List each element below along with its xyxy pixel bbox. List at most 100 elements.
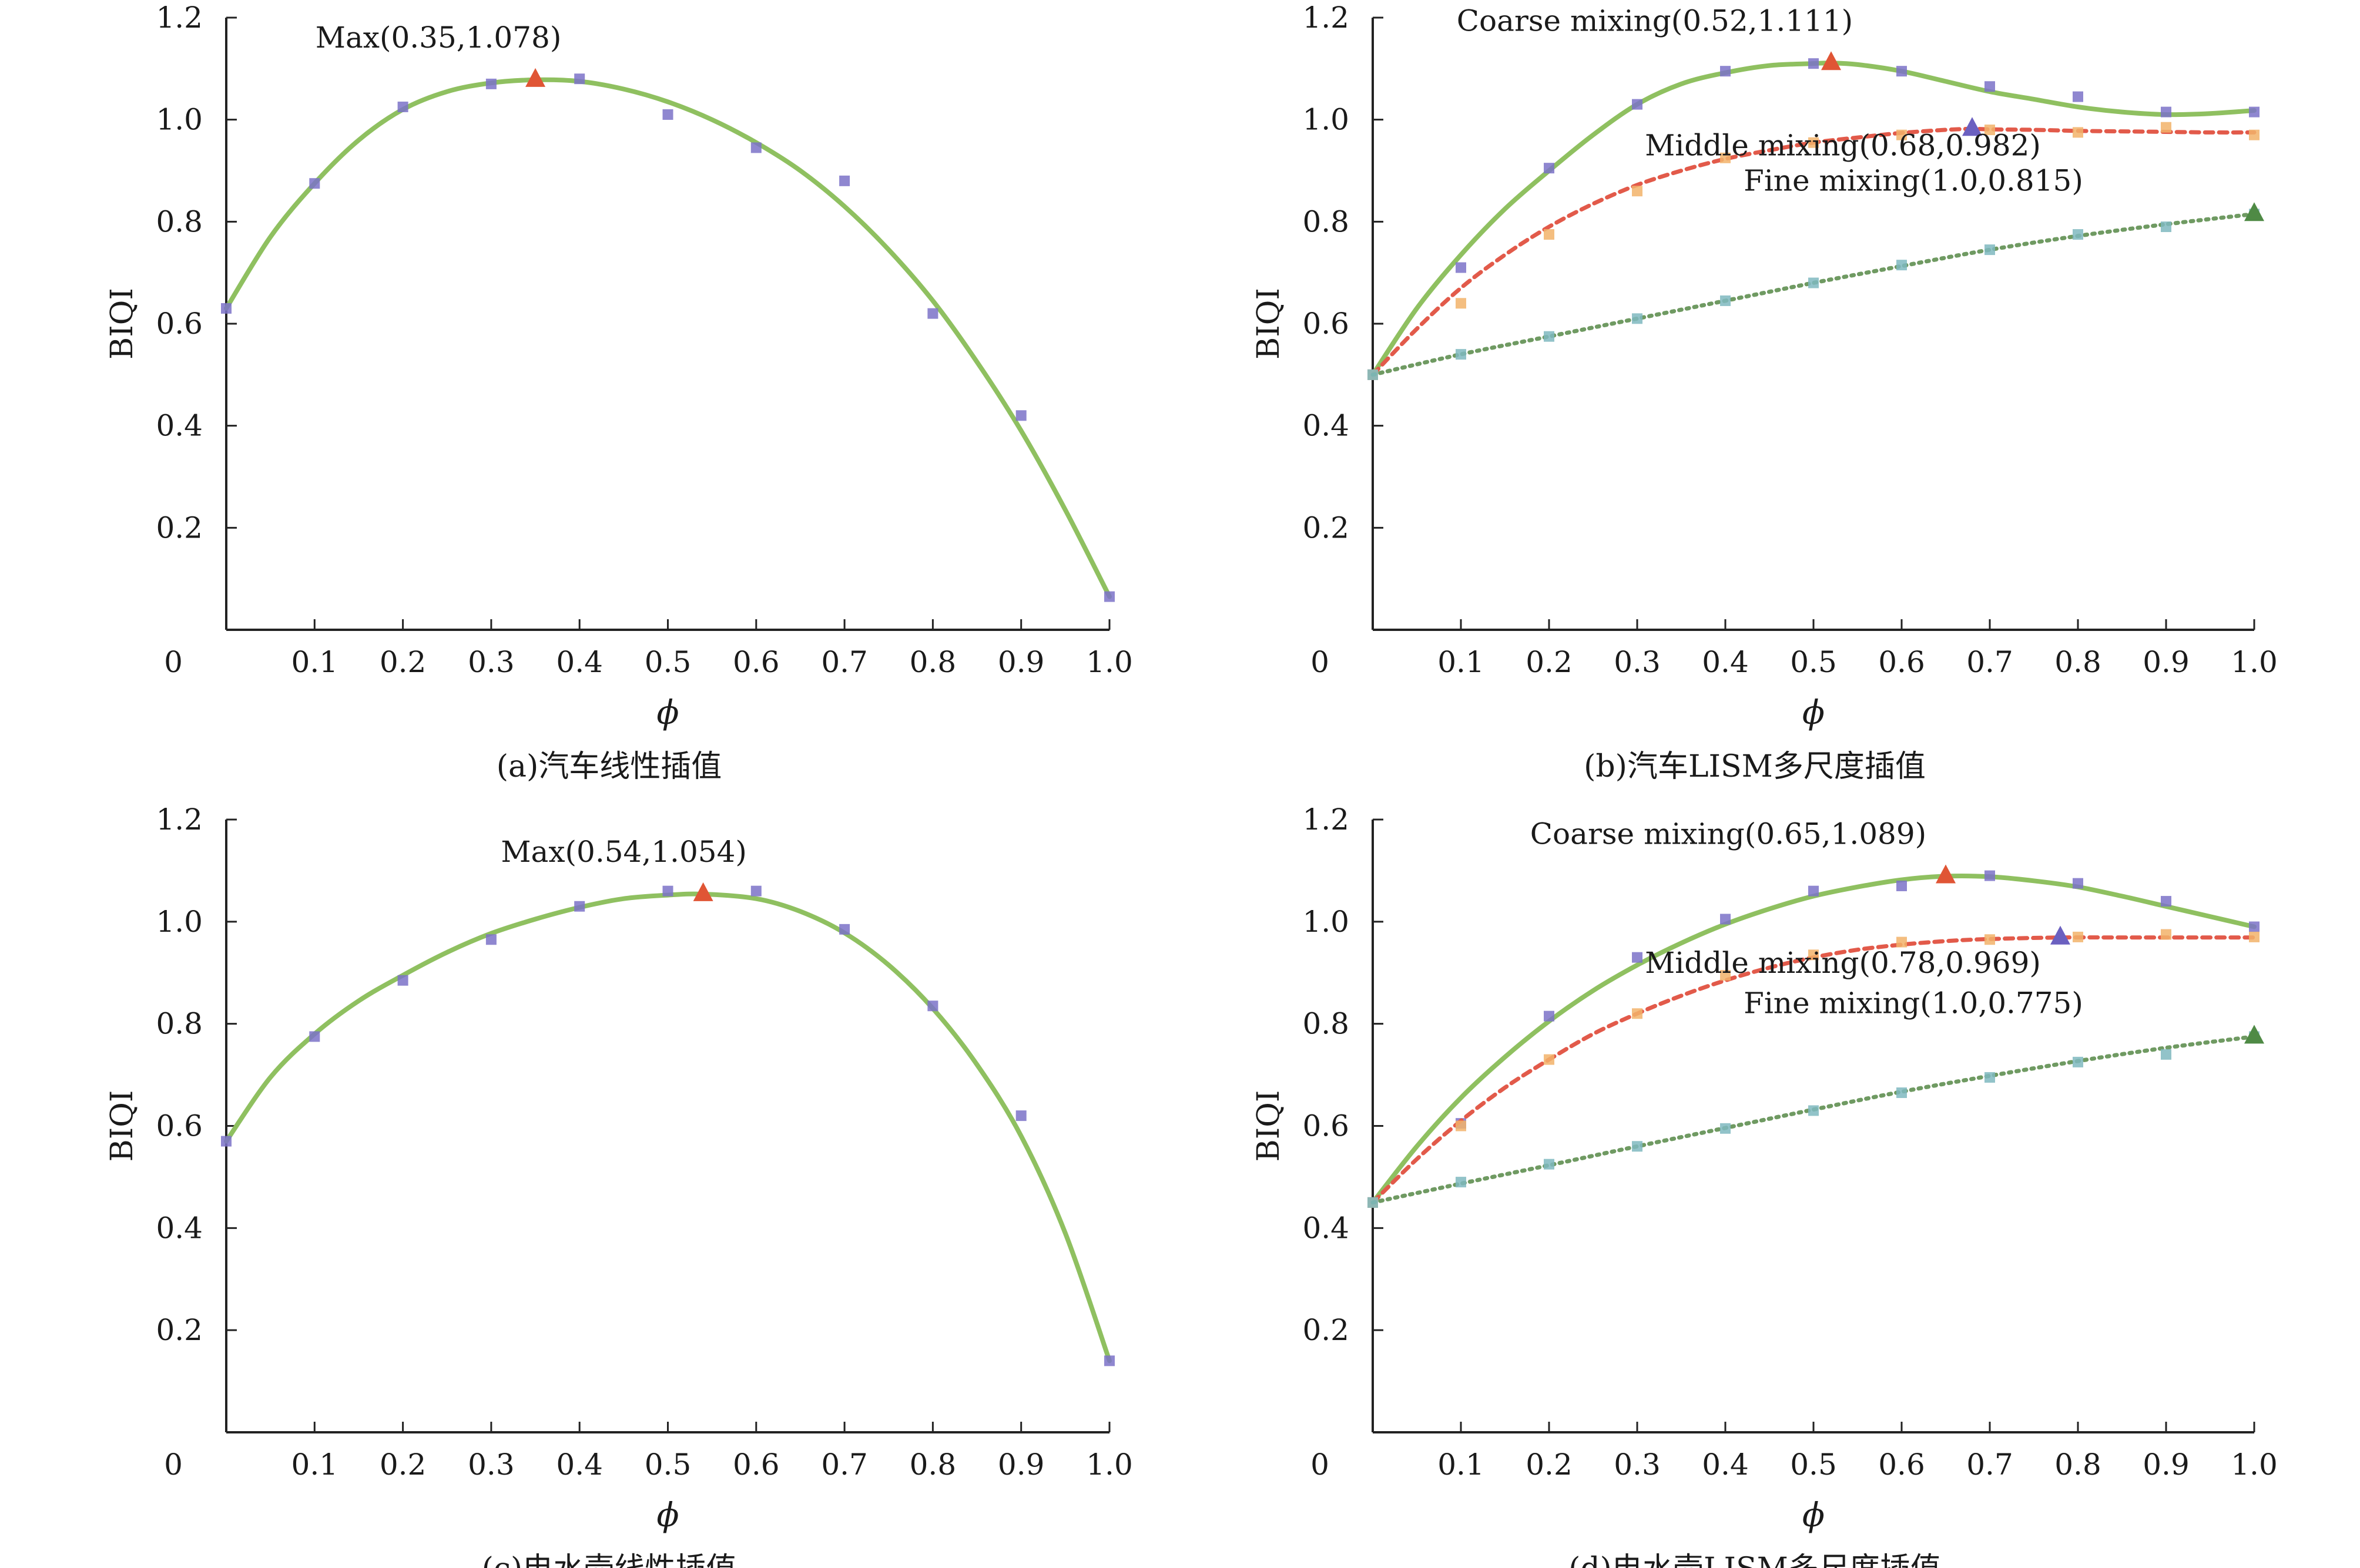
panel-a-series-0-point bbox=[397, 101, 408, 112]
panel-b-series-1-point bbox=[1984, 125, 1995, 136]
panel-b-annotation-1-label: Middle mixing(0.68,0.982) bbox=[1645, 128, 2041, 162]
panel-a-series-0-point bbox=[221, 303, 232, 314]
panel-b-series-2-point bbox=[1984, 244, 1995, 256]
panel-d-series-1-point bbox=[1984, 934, 1995, 945]
panel-c-origin-label: 0 bbox=[164, 1448, 183, 1482]
panel-a-series-0-point bbox=[309, 178, 320, 189]
panel-d-origin-label: 0 bbox=[1310, 1448, 1329, 1482]
panel-d-annotation-1-label: Middle mixing(0.78,0.969) bbox=[1645, 946, 2041, 980]
panel-b-x-axis-label: ϕ bbox=[1802, 694, 1825, 732]
panel-d-series-2-point bbox=[1367, 1197, 1378, 1208]
panel-a-x-tick-label: 0.3 bbox=[468, 645, 515, 679]
panel-b-series-1-point bbox=[1544, 229, 1554, 240]
panel-c-series-0-point bbox=[1015, 1110, 1027, 1122]
panel-d-annotation-1-marker bbox=[2050, 925, 2070, 945]
panel-c-caption: (c)电水壶线性插值 bbox=[482, 1552, 737, 1568]
panel-b-series-2-point bbox=[2073, 229, 2083, 240]
panel-d-series-2-point bbox=[1808, 1105, 1819, 1116]
panel-d-y-tick-label: 0.4 bbox=[1302, 1211, 1349, 1245]
panel-b-x-tick-label: 0.4 bbox=[1702, 645, 1749, 679]
panel-a-y-tick-label: 1.2 bbox=[156, 1, 203, 35]
panel-b-y-tick-label: 0.2 bbox=[1302, 511, 1349, 545]
panel-b-series-2-point bbox=[1632, 313, 1642, 324]
panel-b-annotation-0-marker bbox=[1821, 51, 1841, 70]
panel-d-x-tick-label: 0.5 bbox=[1790, 1448, 1837, 1482]
panel-d-series-1-point bbox=[1720, 970, 1731, 981]
panel-d-annotation-0-marker bbox=[1936, 864, 1956, 884]
panel-b-series-1-point bbox=[1896, 129, 1907, 140]
panel-c-y-tick-label: 0.2 bbox=[156, 1313, 203, 1347]
panel-d-annotation-2-marker bbox=[2244, 1025, 2264, 1044]
panel-d-series-1-point bbox=[1544, 1054, 1554, 1065]
panel-c-x-tick-label: 0.2 bbox=[380, 1448, 427, 1482]
panel-c-x-tick-label: 0.4 bbox=[556, 1448, 603, 1482]
panel-b-series-0-point bbox=[1984, 81, 1995, 92]
panel-a-y-tick-label: 0.6 bbox=[156, 307, 203, 341]
panel-a-annotation-0-marker bbox=[525, 68, 546, 87]
panel-b-series-0-point bbox=[2161, 106, 2171, 117]
panel-d-series-1-point bbox=[2249, 931, 2260, 942]
panel-d-series-0-line bbox=[1370, 874, 2257, 1205]
panel-d-x-tick-label: 0.4 bbox=[1702, 1448, 1749, 1482]
panel-c-series-0-point bbox=[221, 1136, 232, 1147]
panel-d-series-2-point bbox=[1544, 1159, 1554, 1170]
panel-d-series-2-point bbox=[1984, 1072, 1995, 1083]
panel-b-annotation-0-label: Coarse mixing(0.52,1.111) bbox=[1457, 4, 1853, 38]
panel-d-series-1-point bbox=[1808, 949, 1819, 961]
panel-c-series-0-point bbox=[574, 901, 585, 912]
panel-b-series-2-point bbox=[1720, 295, 1731, 306]
panel-b-series-0-point bbox=[1544, 163, 1554, 174]
panel-b-series-2-point bbox=[2161, 221, 2171, 233]
panel-b-series-2-point bbox=[1544, 331, 1554, 342]
panel-b-series-1-point bbox=[1456, 298, 1466, 309]
panel-b-series-0-point bbox=[2073, 91, 2083, 102]
panel-b-series-2-point bbox=[1456, 349, 1466, 360]
panel-a-series-0-line bbox=[224, 77, 1112, 599]
panel-c-series-0-point bbox=[662, 885, 673, 897]
panel-c-x-tick-label: 0.8 bbox=[910, 1448, 957, 1482]
panel-a-origin-label: 0 bbox=[164, 645, 183, 679]
panel-d-series-1-point bbox=[1456, 1120, 1466, 1131]
panel-a-series-0-point bbox=[750, 142, 762, 153]
panel-b-y-tick-label: 0.6 bbox=[1302, 307, 1349, 341]
panel-b-x-tick-label: 1.0 bbox=[2231, 645, 2278, 679]
panel-a-x-tick-label: 0.6 bbox=[733, 645, 780, 679]
panel-c-y-tick-label: 0.4 bbox=[156, 1211, 203, 1245]
panel-b-x-tick-label: 0.8 bbox=[2054, 645, 2101, 679]
panel-b-x-tick-label: 0.1 bbox=[1437, 645, 1484, 679]
panel-a-y-tick-label: 0.2 bbox=[156, 511, 203, 545]
panel-a-annotation-0-label: Max(0.35,1.078) bbox=[316, 21, 562, 55]
panel-b-series-0-point bbox=[1896, 66, 1907, 77]
panel-b-series-1-point bbox=[1720, 152, 1731, 163]
panel-b-series-0-point bbox=[1720, 66, 1731, 77]
panel-b-series-1-point bbox=[2073, 127, 2083, 138]
panel-c-y-tick-label: 0.8 bbox=[156, 1007, 203, 1041]
panel-c-y-tick-label: 1.0 bbox=[156, 905, 203, 939]
panel-c-x-tick-label: 0.7 bbox=[821, 1448, 868, 1482]
panel-a-x-axis-label: ϕ bbox=[656, 694, 679, 732]
panel-b-y-tick-label: 1.2 bbox=[1302, 1, 1349, 35]
panel-c-y-tick-label: 1.2 bbox=[156, 803, 203, 837]
panel-b-series-0-point bbox=[1456, 262, 1466, 273]
panel-d-series-1-line bbox=[1370, 935, 2257, 1205]
panel-b-series-1-point bbox=[2161, 122, 2171, 133]
panel-d-y-tick-label: 0.2 bbox=[1302, 1313, 1349, 1347]
panel-b-annotation-2-marker bbox=[2244, 202, 2264, 221]
panel-d-series-0-point bbox=[1544, 1010, 1554, 1022]
panel-b-y-tick-label: 1.0 bbox=[1302, 103, 1349, 137]
panel-a-series-0-point bbox=[839, 175, 850, 186]
panel-d-x-tick-label: 0.6 bbox=[1878, 1448, 1925, 1482]
panel-a-x-tick-label: 1.0 bbox=[1086, 645, 1133, 679]
panel-a-y-tick-label: 0.4 bbox=[156, 409, 203, 443]
panel-a-x-tick-label: 0.5 bbox=[645, 645, 692, 679]
panel-d-annotation-0-label: Coarse mixing(0.65,1.089) bbox=[1530, 817, 1926, 851]
panel-d-series-0-point bbox=[1896, 880, 1907, 891]
panel-a-group: 0.2 0.4 0.6 0.8 1.0 1.2 0.1 0.2 0.3 0.4 0.5 0.6 0.7 0… bbox=[105, 1, 1133, 784]
panel-b-y-tick-label: 0.8 bbox=[1302, 204, 1349, 239]
panel-b-x-tick-label: 0.6 bbox=[1878, 645, 1925, 679]
panel-a-x-tick-label: 0.1 bbox=[291, 645, 338, 679]
panel-d-series-1-point bbox=[1632, 1008, 1642, 1019]
panel-a-series-0-point bbox=[485, 78, 497, 89]
panel-c-y-tick-label: 0.6 bbox=[156, 1109, 203, 1143]
